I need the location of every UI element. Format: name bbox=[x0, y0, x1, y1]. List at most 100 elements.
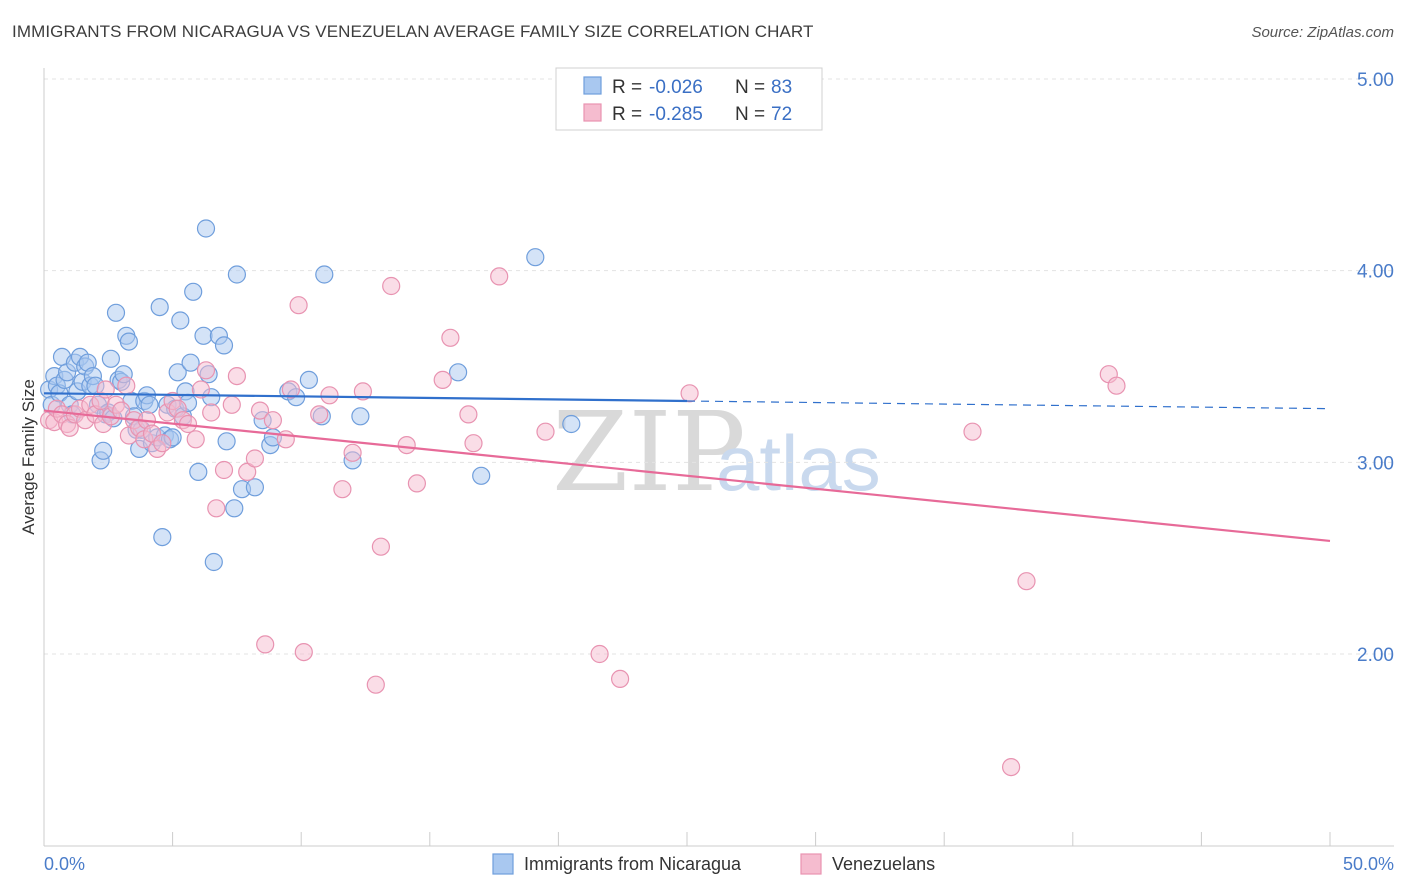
x-tick-label-0: 0.0% bbox=[44, 854, 85, 874]
data-point-venezuelans bbox=[294, 642, 313, 662]
data-point-nicaragua bbox=[153, 527, 172, 547]
data-point-nicaragua bbox=[245, 478, 264, 497]
data-point-nicaragua bbox=[315, 265, 334, 284]
data-point-nicaragua bbox=[204, 552, 223, 572]
stats-r-value: -0.285 bbox=[649, 104, 703, 125]
trend-line-venezuelans bbox=[43, 409, 1331, 543]
series-venezuelans-points bbox=[39, 267, 1126, 777]
stats-r-label: R = bbox=[612, 77, 642, 98]
data-point-venezuelans bbox=[1107, 376, 1126, 395]
data-point-nicaragua bbox=[227, 265, 246, 284]
data-point-venezuelans bbox=[433, 370, 452, 389]
data-point-venezuelans bbox=[276, 430, 295, 449]
legend-label-nicaragua: Immigrants from Nicaragua bbox=[524, 854, 742, 874]
stats-r-label: R = bbox=[612, 104, 642, 125]
data-point-venezuelans bbox=[333, 480, 352, 499]
data-point-nicaragua bbox=[184, 282, 203, 301]
data-point-nicaragua bbox=[472, 466, 491, 485]
data-point-venezuelans bbox=[222, 395, 241, 414]
data-point-venezuelans bbox=[250, 401, 270, 420]
data-point-nicaragua bbox=[94, 441, 113, 460]
trend-line-nicaragua-extension bbox=[686, 400, 1331, 410]
stats-swatch-blue bbox=[583, 76, 602, 95]
data-point-venezuelans bbox=[196, 361, 216, 380]
data-point-nicaragua bbox=[449, 363, 468, 382]
data-point-venezuelans bbox=[353, 382, 372, 401]
data-point-nicaragua bbox=[194, 326, 213, 345]
stats-r-value: -0.026 bbox=[649, 77, 703, 98]
data-point-venezuelans bbox=[441, 328, 460, 347]
data-point-nicaragua bbox=[351, 407, 370, 426]
data-point-venezuelans bbox=[1001, 757, 1021, 777]
data-point-venezuelans bbox=[407, 474, 426, 493]
trend-line-nicaragua bbox=[43, 392, 688, 403]
data-point-nicaragua bbox=[106, 303, 126, 322]
data-point-nicaragua bbox=[181, 353, 200, 372]
data-point-venezuelans bbox=[186, 430, 205, 449]
legend: Immigrants from Nicaragua Venezuelans bbox=[492, 853, 935, 875]
data-point-venezuelans bbox=[536, 422, 555, 441]
y-tick-label: 2.00 bbox=[1357, 645, 1394, 666]
data-point-nicaragua bbox=[225, 499, 244, 518]
data-point-venezuelans bbox=[202, 403, 221, 422]
data-point-venezuelans bbox=[153, 434, 172, 453]
data-point-nicaragua bbox=[562, 414, 581, 434]
source-label: Source: ZipAtlas.com bbox=[1251, 24, 1394, 41]
data-point-venezuelans bbox=[263, 411, 282, 430]
watermark-zip: ZIP bbox=[552, 388, 746, 516]
stats-n-value: 72 bbox=[771, 104, 792, 125]
x-axis-ticks bbox=[43, 832, 1331, 846]
y-axis-tick-labels: 2.00 3.00 4.00 5.00 bbox=[1357, 70, 1394, 666]
data-point-venezuelans bbox=[214, 460, 234, 480]
data-point-nicaragua bbox=[150, 298, 169, 317]
data-point-venezuelans bbox=[320, 386, 339, 405]
data-point-nicaragua bbox=[171, 311, 190, 330]
data-point-nicaragua bbox=[217, 432, 236, 451]
data-point-venezuelans bbox=[256, 635, 275, 654]
data-point-nicaragua bbox=[299, 370, 318, 389]
y-axis-label: Average Family Size bbox=[19, 379, 38, 535]
y-tick-label: 4.00 bbox=[1357, 262, 1394, 283]
data-point-venezuelans bbox=[459, 405, 478, 424]
data-point-venezuelans bbox=[382, 276, 401, 296]
stats-n-value: 83 bbox=[771, 77, 792, 98]
data-point-nicaragua bbox=[214, 336, 234, 355]
stats-box: R = -0.026 N = 83 R = -0.285 N = 72 bbox=[555, 67, 823, 131]
x-tick-label-1: 50.0% bbox=[1343, 854, 1394, 874]
data-point-venezuelans bbox=[490, 267, 509, 286]
data-point-venezuelans bbox=[289, 296, 308, 315]
chart-title: IMMIGRANTS FROM NICARAGUA VS VENEZUELAN … bbox=[12, 22, 814, 41]
legend-swatch-venezuelans bbox=[800, 853, 822, 875]
gridlines bbox=[44, 78, 1394, 655]
data-point-venezuelans bbox=[366, 675, 385, 694]
stats-n-label: N = bbox=[735, 104, 765, 125]
trend-lines bbox=[43, 392, 1331, 543]
data-point-venezuelans bbox=[343, 443, 362, 462]
data-point-venezuelans bbox=[191, 380, 210, 399]
data-point-nicaragua bbox=[196, 219, 216, 238]
stats-n-label: N = bbox=[735, 77, 765, 98]
data-point-nicaragua bbox=[119, 332, 138, 351]
legend-swatch-nicaragua bbox=[492, 853, 514, 875]
legend-label-venezuelans: Venezuelans bbox=[832, 854, 935, 874]
data-point-nicaragua bbox=[168, 363, 187, 382]
data-point-venezuelans bbox=[281, 380, 300, 399]
data-point-venezuelans bbox=[371, 537, 390, 556]
data-point-venezuelans bbox=[117, 376, 136, 395]
data-point-venezuelans bbox=[1017, 572, 1036, 591]
data-point-venezuelans bbox=[245, 449, 264, 468]
data-point-venezuelans bbox=[238, 462, 257, 481]
data-point-nicaragua bbox=[140, 395, 159, 414]
data-point-venezuelans bbox=[397, 436, 416, 455]
data-point-venezuelans bbox=[96, 380, 115, 399]
data-point-nicaragua bbox=[189, 462, 208, 481]
watermark: ZIP atlas bbox=[552, 388, 881, 516]
data-point-venezuelans bbox=[680, 384, 699, 403]
data-point-nicaragua bbox=[526, 248, 545, 267]
data-point-venezuelans bbox=[610, 669, 630, 689]
data-point-venezuelans bbox=[227, 367, 246, 386]
y-tick-label: 5.00 bbox=[1357, 70, 1394, 91]
y-tick-label: 3.00 bbox=[1357, 453, 1394, 474]
data-point-venezuelans bbox=[963, 422, 982, 441]
